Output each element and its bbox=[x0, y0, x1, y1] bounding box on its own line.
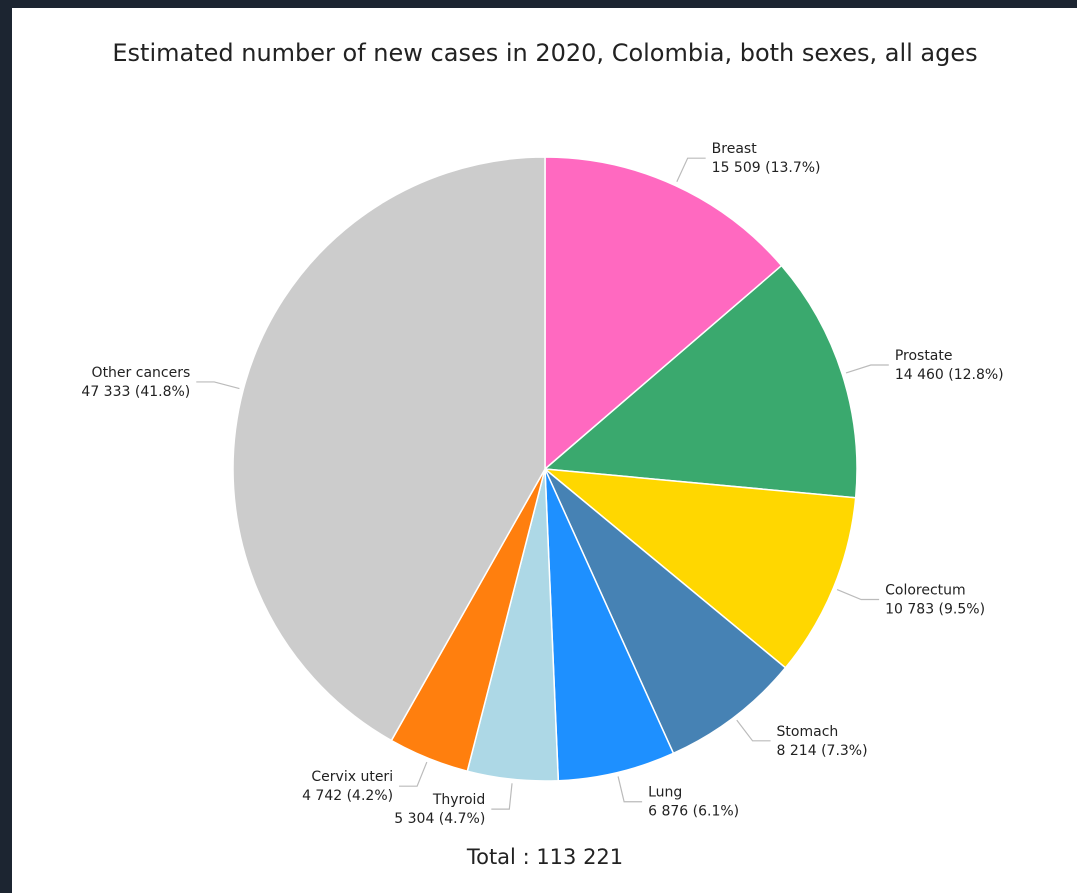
slice-name: Other cancers bbox=[92, 365, 191, 381]
slice-value-label: 14 460 (12.8%) bbox=[895, 367, 1004, 383]
slice-value-label: 8 214 (7.3%) bbox=[777, 743, 868, 759]
pie-slice bbox=[544, 468, 675, 782]
slice-name: Breast bbox=[712, 141, 758, 157]
leader-line bbox=[617, 776, 643, 803]
pie-slice bbox=[544, 468, 787, 755]
slice-name: Stomach bbox=[777, 724, 839, 740]
slice-value-label: 10 783 (9.5%) bbox=[885, 602, 985, 618]
slice-value-label: 6 876 (6.1%) bbox=[648, 804, 739, 820]
slice-name: Colorectum bbox=[885, 583, 966, 599]
leader-line bbox=[736, 719, 771, 742]
slice-name: Thyroid bbox=[432, 792, 486, 808]
pie-slice bbox=[542, 468, 857, 669]
leader-line bbox=[845, 364, 889, 374]
slice-name: Prostate bbox=[895, 348, 953, 364]
slice-value-label: 4 742 (4.2%) bbox=[302, 788, 393, 804]
leader-line bbox=[676, 157, 706, 183]
pie-slice bbox=[544, 156, 783, 471]
slice-value-label: 15 509 (13.7%) bbox=[712, 160, 821, 176]
leader-line bbox=[399, 761, 428, 787]
leader-line bbox=[196, 381, 240, 390]
slice-value-label: 5 304 (4.7%) bbox=[394, 811, 485, 827]
leader-line bbox=[491, 783, 513, 810]
slice-name: Cervix uteri bbox=[311, 769, 393, 785]
slice-value-label: 47 333 (41.8%) bbox=[81, 384, 190, 400]
chart-title: Estimated number of new cases in 2020, C… bbox=[112, 39, 977, 67]
pie-slice bbox=[232, 156, 546, 742]
leader-line bbox=[836, 589, 880, 601]
slice-name: Lung bbox=[648, 785, 682, 801]
pie-slice bbox=[543, 264, 858, 499]
total-label: Total : 113 221 bbox=[466, 845, 623, 869]
